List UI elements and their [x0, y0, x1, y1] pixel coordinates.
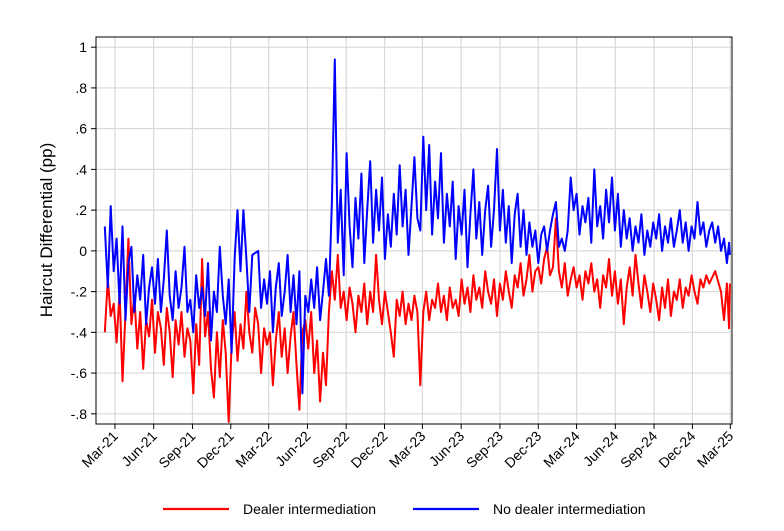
y-tick-label: 1: [79, 39, 87, 55]
x-tick-label: Jun-24: [580, 428, 622, 470]
series-layer: [103, 58, 731, 423]
y-tick-label: -.6: [71, 365, 88, 381]
legend-label-dealer-intermediation: Dealer intermediation: [243, 501, 376, 517]
x-tick-label: Sep-24: [617, 428, 660, 471]
x-tick-label: Sep-21: [155, 428, 198, 471]
x-tick-label: Sep-22: [309, 428, 352, 471]
x-tick-label: Jun-23: [426, 428, 468, 470]
x-tick-label: Mar-22: [232, 428, 275, 471]
gridlines: [96, 37, 732, 424]
plot-frame: [95, 36, 733, 425]
y-tick-label: -.8: [71, 406, 88, 422]
x-tick-label: Dec-23: [501, 428, 544, 471]
x-tick-label: Jun-22: [272, 428, 314, 470]
y-tick-label: .2: [75, 202, 87, 218]
series-line-no-dealer-intermediation: [103, 58, 731, 395]
y-tick-label: -.2: [71, 284, 88, 300]
y-tick-label: -.4: [71, 324, 88, 340]
y-axis-title: Haircut Differential (pp): [37, 143, 56, 317]
series-line-dealer-intermediation: [103, 217, 731, 423]
x-tick-label: Jun-21: [118, 428, 160, 470]
y-tick-label: 0: [79, 243, 87, 259]
legend: Dealer intermediation No dealer intermedi…: [163, 501, 646, 517]
x-tick-label: Dec-22: [347, 428, 390, 471]
x-tick-label: Sep-23: [463, 428, 506, 471]
x-tick-label: Dec-21: [194, 428, 237, 471]
x-tick-label: Mar-24: [540, 428, 583, 471]
x-tick-label: Mar-25: [694, 428, 737, 471]
x-tick-label: Dec-24: [655, 428, 698, 471]
x-tick-label: Mar-21: [78, 428, 121, 471]
y-tick-label: .8: [75, 80, 87, 96]
y-tick-label: .4: [75, 161, 87, 177]
legend-label-no-dealer-intermediation: No dealer intermediation: [493, 501, 646, 517]
y-tick-label: .6: [75, 121, 87, 137]
x-axis: Mar-21Jun-21Sep-21Dec-21Mar-22Jun-22Sep-…: [78, 424, 737, 471]
x-tick-label: Mar-23: [386, 428, 429, 471]
y-axis: 1 .8 .6 .4 .2 0 -.2 -.4 -.6 -.8: [71, 39, 96, 422]
